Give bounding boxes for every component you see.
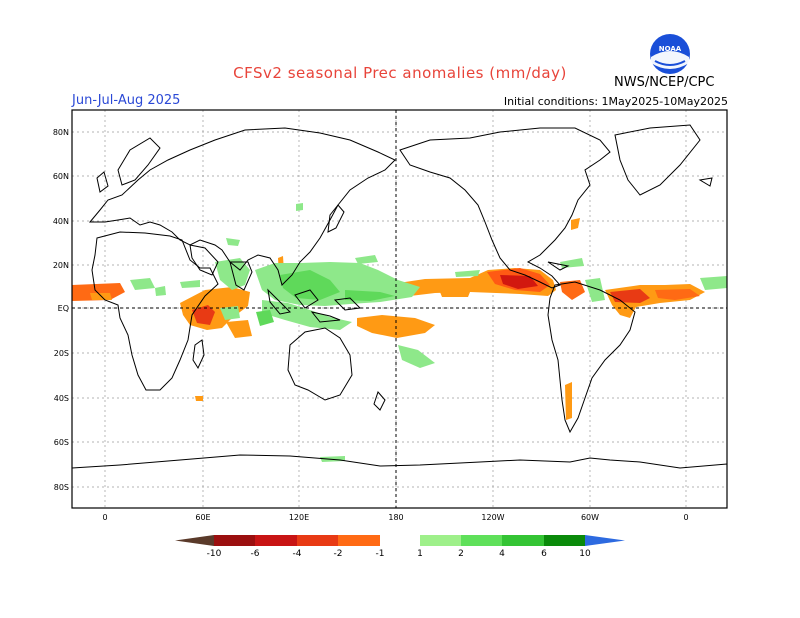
dry-anomaly-regions: [72, 218, 705, 420]
longitude-label: 120E: [289, 513, 309, 522]
agency-label: NWS/NCEP/CPC: [614, 75, 715, 90]
latitude-label: 60S: [54, 438, 69, 447]
colorbar-cell: [420, 535, 461, 546]
colorbar-tick-label: 2: [458, 549, 464, 559]
colorbar-tick-label: -10: [207, 549, 222, 559]
noaa-logo: NOAA: [649, 33, 691, 75]
latitude-label: 80S: [54, 483, 69, 492]
latitude-label: 60N: [53, 172, 69, 181]
initial-conditions-label: Initial conditions: 1May2025-10May2025: [503, 95, 728, 108]
colorbar-cell: [461, 535, 502, 546]
longitude-label: 60E: [195, 513, 210, 522]
longitude-label: 0: [102, 513, 107, 522]
latitude-label: 20S: [54, 349, 69, 358]
latitude-label: 80N: [53, 128, 69, 137]
chart-title: CFSv2 seasonal Prec anomalies (mm/day): [233, 64, 567, 82]
longitude-label: 180: [388, 513, 403, 522]
colorbar-tick-label: 4: [499, 549, 505, 559]
colorbar-cell: [502, 535, 544, 546]
colorbar-cell: [297, 535, 338, 546]
colorbar-extend-high: [585, 535, 625, 546]
colorbar-tick-label: -6: [251, 549, 260, 559]
colorbar-cell: [380, 535, 420, 546]
latitude-label: EQ: [58, 304, 69, 313]
longitude-label: 0: [683, 513, 688, 522]
colorbar-cell: [544, 535, 585, 546]
colorbar-tick-label: 10: [579, 549, 591, 559]
colorbar-tick-label: -2: [334, 549, 343, 559]
colorbar-tick-label: -4: [293, 549, 302, 559]
svg-text:NOAA: NOAA: [659, 45, 682, 53]
colorbar-extend-low: [175, 535, 214, 546]
colorbar-cell: [338, 535, 380, 546]
season-label: Jun-Jul-Aug 2025: [72, 93, 181, 108]
colorbar-tick-label: -1: [376, 549, 385, 559]
longitude-label: 60W: [581, 513, 599, 522]
colorbar-tick-label: 1: [417, 549, 423, 559]
latitude-label: 40S: [54, 394, 69, 403]
colorbar-tick-label: 6: [541, 549, 547, 559]
latitude-label: 40N: [53, 217, 69, 226]
latitude-labels: 80N 60N 40N 20N EQ 20S 40S 60S 80S: [53, 128, 69, 492]
latitude-label: 20N: [53, 261, 69, 270]
longitude-labels: 0 60E 120E 180 120W 60W 0: [102, 513, 688, 522]
map-frame: [71, 109, 728, 509]
coastlines: [72, 124, 727, 508]
longitude-label: 120W: [481, 513, 504, 522]
colorbar-cell: [214, 535, 255, 546]
colorbar-cell: [255, 535, 297, 546]
